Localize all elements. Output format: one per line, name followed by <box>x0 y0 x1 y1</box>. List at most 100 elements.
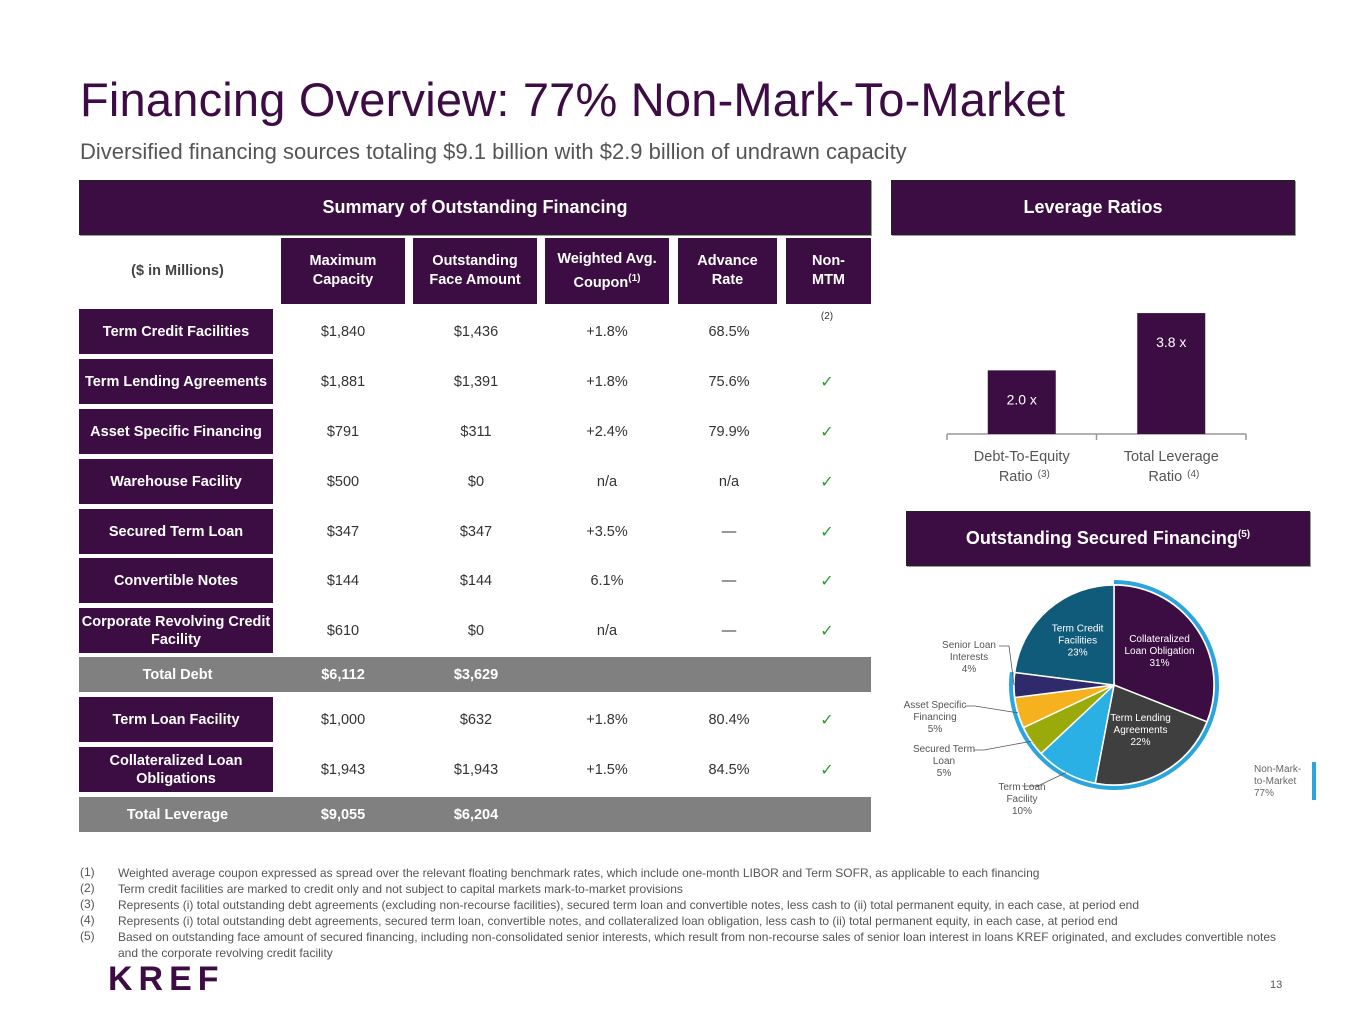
x-tick-footnote: (4) <box>1187 469 1199 480</box>
non-mtm-label: Non-Mark- <box>1254 764 1301 775</box>
table-cell: 68.5% <box>708 323 750 340</box>
table-cell: n/a <box>718 473 740 490</box>
table-cell: +1.8% <box>586 323 628 340</box>
table-cell: +1.5% <box>586 761 628 778</box>
bar-value-label: 3.8 x <box>1156 334 1186 350</box>
pie-leader-line <box>974 740 1032 751</box>
footnote-number: (1) <box>80 865 95 879</box>
table-cell: +3.5% <box>586 523 628 540</box>
check-icon: ✓ <box>820 423 834 441</box>
column-header: Outstanding Face Amount <box>413 238 537 304</box>
pie-slice-label: Term Loan <box>998 782 1045 793</box>
table-cell: $144 <box>326 572 360 589</box>
pie-slice-label: 5% <box>928 724 943 735</box>
pie-slice-label: Facilities <box>1058 636 1097 647</box>
check-icon: ✓ <box>820 523 834 541</box>
table-cell: +1.8% <box>586 373 628 390</box>
table-cell: $1,840 <box>320 323 366 340</box>
page-subtitle: Diversified financing sources totaling $… <box>80 139 907 164</box>
footnote-number: (4) <box>80 913 95 927</box>
check-icon: ✓ <box>820 373 834 391</box>
table-cell: $610 <box>326 622 360 639</box>
row-label: Convertible Notes <box>79 558 273 603</box>
secured-header: Outstanding Secured Financing(5) <box>906 511 1310 566</box>
table-cell: n/a <box>596 622 618 639</box>
x-tick-label: Debt-To-Equity <box>974 449 1071 465</box>
non-mtm-arc <box>1009 580 1219 790</box>
bar <box>1137 313 1206 434</box>
row-label: Term Lending Agreements <box>79 359 273 404</box>
bar <box>987 370 1056 434</box>
total-debt-row-label: Total Debt <box>142 666 213 683</box>
total-debt-row-outstanding: $3,629 <box>453 666 499 683</box>
leverage-header: Leverage Ratios <box>891 180 1295 235</box>
table-cell: $1,391 <box>453 373 499 390</box>
total-leverage-row-max: $9,055 <box>320 806 366 823</box>
x-tick-label-line2: Ratio <box>999 469 1033 485</box>
table-cell: $1,436 <box>453 323 499 340</box>
column-header-line2: Rate <box>711 272 744 288</box>
table-cell: $1,943 <box>320 761 366 778</box>
column-header-line2: Coupon(1) <box>573 272 641 291</box>
check-icon: ✓ <box>820 622 834 640</box>
table-cell: — <box>721 572 737 589</box>
kref-logo: KREF <box>108 960 225 998</box>
column-header: Non- MTM <box>786 238 871 304</box>
column-header: Weighted Avg. Coupon(1) <box>545 238 669 304</box>
table-cell: 80.4% <box>708 711 750 728</box>
non-mtm-indicator <box>1312 762 1316 800</box>
row-label: Collateralized Loan Obligations <box>79 747 273 792</box>
table-cell: $1,943 <box>453 761 499 778</box>
total-debt-row-max: $6,112 <box>321 666 365 683</box>
table-cell: $1,881 <box>320 373 366 390</box>
column-header-line1: Outstanding <box>432 253 518 269</box>
pie-slice-label: Loan Obligation <box>1124 646 1194 657</box>
row-label: Secured Term Loan <box>79 509 273 554</box>
column-header-line1: Weighted Avg. <box>557 250 657 267</box>
pie-slice-label: Facility <box>1006 794 1037 805</box>
pie-slice-label: Financing <box>913 712 956 723</box>
pie-slice-label: Secured Term <box>913 744 975 755</box>
footnote-ref: (2) <box>820 310 834 322</box>
table-cell: 75.6% <box>708 373 750 390</box>
footnote-text: Represents (i) total outstanding debt ag… <box>118 898 1139 912</box>
pie-slice-label: Asset Specific <box>904 700 967 711</box>
table-cell: 6.1% <box>590 572 624 589</box>
pie-slice-label: Agreements <box>1114 725 1168 736</box>
check-icon: ✓ <box>820 473 834 491</box>
x-tick-footnote: (3) <box>1038 469 1050 480</box>
summary-header: Summary of Outstanding Financing <box>79 180 871 235</box>
table-cell: — <box>721 523 737 540</box>
table-cell: $791 <box>326 423 360 440</box>
pie-leader-line <box>999 645 1015 686</box>
total-leverage-row-outstanding: $6,204 <box>453 806 499 823</box>
footnote-number: (2) <box>80 881 95 895</box>
column-header-line1: Non- <box>811 253 845 269</box>
table-cell: $1,000 <box>320 711 366 728</box>
pie-slice-label: 31% <box>1149 658 1169 669</box>
table-cell: +1.8% <box>586 711 628 728</box>
column-header-line1: Maximum <box>309 253 377 269</box>
footnote-number: (3) <box>80 897 95 911</box>
check-icon: ✓ <box>820 572 834 590</box>
total-leverage-row <box>79 797 871 832</box>
column-header: Maximum Capacity <box>281 238 405 304</box>
column-header-line2: MTM <box>811 272 845 288</box>
footnote-number: (5) <box>80 929 95 943</box>
total-debt-row <box>79 657 871 692</box>
table-cell: $500 <box>326 473 360 490</box>
x-tick-label: Total Leverage <box>1124 449 1219 465</box>
table-cell: $0 <box>467 622 485 639</box>
row-label: Corporate Revolving Credit Facility <box>79 608 273 653</box>
pie-slice-label: Term Lending <box>1110 713 1171 724</box>
table-cell: $347 <box>326 523 360 540</box>
leverage-header-text: Leverage Ratios <box>1023 197 1163 217</box>
table-cell: $311 <box>460 423 492 440</box>
table-cell: $632 <box>459 711 493 728</box>
footnote-text: Weighted average coupon expressed as spr… <box>118 866 1040 880</box>
column-header-line2: Face Amount <box>429 272 521 288</box>
pie-slice <box>1094 683 1208 786</box>
table-cell: +2.4% <box>586 423 628 440</box>
pie-leader-line <box>965 705 1019 714</box>
